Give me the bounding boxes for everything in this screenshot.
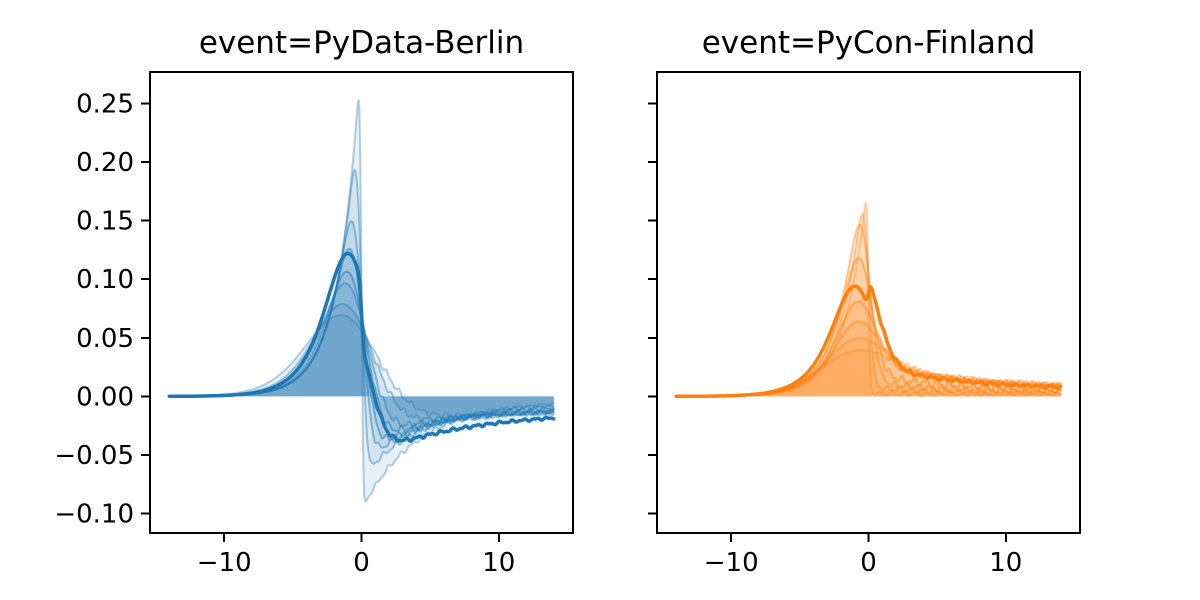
x-tick-label: 10 bbox=[482, 548, 515, 578]
series-fill bbox=[676, 258, 1061, 397]
subplot-title-pycon-finland: event=PyCon-Finland bbox=[701, 25, 1036, 61]
subplot-0: 0.25 0.20 0.15 0.10 0.05 0.00 −0.05 −0.10 −10 0 10 bbox=[54, 71, 574, 578]
series-fill bbox=[676, 321, 1061, 397]
series-fill bbox=[676, 349, 1061, 397]
y-tick-label: 0.00 bbox=[76, 382, 134, 412]
series-line bbox=[674, 284, 1063, 399]
subplot-1: −10 0 10 bbox=[648, 71, 1081, 578]
subplot-title-pydata-berlin: event=PyData-Berlin bbox=[198, 25, 525, 61]
x-tick-label: 0 bbox=[353, 548, 370, 578]
series-fill bbox=[676, 202, 1061, 397]
x-tick-label: 10 bbox=[989, 548, 1022, 578]
series-fill bbox=[676, 286, 1061, 397]
x-tick-label: −10 bbox=[197, 548, 252, 578]
y-tick-label: 0.25 bbox=[76, 89, 134, 119]
series-fill bbox=[676, 214, 1061, 397]
y-tick-label: 0.20 bbox=[76, 148, 134, 178]
y-tick-label: −0.10 bbox=[54, 500, 134, 530]
series-line bbox=[167, 251, 556, 443]
y-tick-label: −0.05 bbox=[54, 441, 134, 471]
y-tick-label: 0.15 bbox=[76, 207, 134, 237]
y-tick-label: 0.10 bbox=[76, 265, 134, 295]
plot-area bbox=[167, 99, 556, 503]
y-tick-label: 0.05 bbox=[76, 324, 134, 354]
series-fill bbox=[169, 253, 554, 442]
x-tick-label: 0 bbox=[860, 548, 877, 578]
x-tick-label: −10 bbox=[704, 548, 759, 578]
plot-area bbox=[674, 201, 1063, 399]
series-fill bbox=[676, 301, 1061, 397]
